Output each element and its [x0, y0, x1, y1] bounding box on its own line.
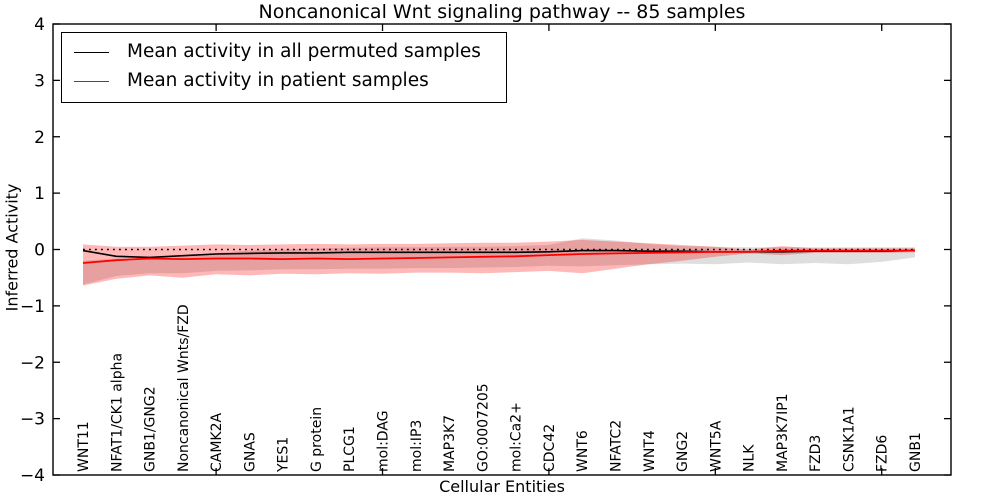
y-tick-label: 4 [34, 15, 45, 35]
x-category-label: CAMK2A [209, 412, 225, 472]
x-category-label: GNB1 [908, 432, 924, 472]
y-tick-label: 3 [34, 71, 45, 91]
y-tick-label: 2 [34, 128, 45, 148]
y-axis-title: Inferred Activity [2, 183, 22, 312]
x-category-label: GNAS [242, 432, 258, 472]
x-category-label: NFAT1/CK1 alpha [109, 353, 125, 472]
permuted-mean-line [82, 249, 916, 259]
x-category-label: MAP3K7IP1 [775, 393, 791, 472]
x-category-label: YES1 [276, 437, 292, 473]
y-tick-label: 1 [34, 184, 45, 204]
x-category-label: WNT4 [642, 430, 658, 472]
x-category-label: GNG2 [675, 431, 691, 472]
patient-mean-line [82, 249, 915, 264]
x-category-label: MAP3K7 [442, 415, 458, 472]
x-category-label: mol:DAG [376, 410, 392, 472]
x-category-label: FZD6 [875, 435, 891, 472]
y-tick-label: −1 [20, 297, 45, 317]
legend-entry-patient: Mean activity in patient samples [62, 67, 506, 96]
y-tick-label: −4 [20, 466, 45, 486]
legend-entry-permuted: Mean activity in all permuted samples [62, 38, 506, 67]
x-category-label: GO:0007205 [475, 383, 491, 472]
x-category-label: mol:Ca2+ [509, 402, 525, 472]
x-category-label: mol:IP3 [409, 420, 425, 472]
x-category-label: FZD3 [808, 435, 824, 472]
x-category-label: NLK [742, 444, 758, 472]
x-category-label: GNB1/GNG2 [143, 386, 159, 472]
x-category-label: NFATC2 [608, 420, 624, 472]
legend-label-permuted: Mean activity in all permuted samples [127, 41, 481, 63]
legend-line-patient-icon [74, 81, 109, 82]
legend-box: Mean activity in all permuted samples Me… [61, 32, 507, 103]
y-tick-label: −3 [20, 410, 45, 430]
legend-label-patient: Mean activity in patient samples [127, 70, 429, 92]
x-category-label: WNT5A [708, 420, 724, 472]
x-category-label: G protein [309, 407, 325, 472]
x-axis-title: Cellular Entities [439, 477, 565, 496]
x-category-label: WNT11 [76, 421, 92, 472]
legend-line-permuted-icon [74, 52, 109, 53]
x-category-label: Noncanonical Wnts/FZD [176, 304, 192, 472]
x-category-label: PLCG1 [342, 426, 358, 472]
x-category-label: CSNK1A1 [841, 406, 857, 472]
y-tick-label: −2 [20, 353, 45, 373]
chart-title: Noncanonical Wnt signaling pathway -- 85… [258, 1, 746, 23]
x-category-label: CDC42 [542, 424, 558, 472]
x-category-label: WNT6 [575, 430, 591, 472]
y-tick-label: 0 [34, 241, 45, 261]
